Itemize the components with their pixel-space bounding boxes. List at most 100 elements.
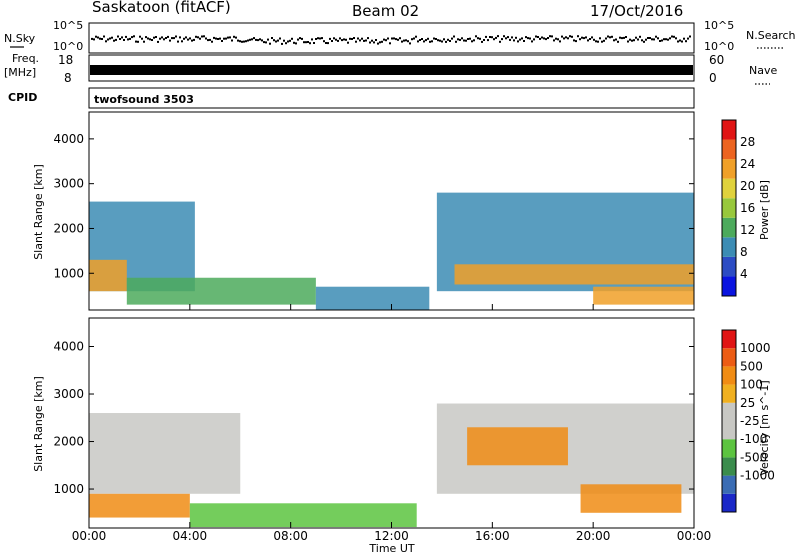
nsky-sample [579, 38, 581, 41]
power-colorbar-tick-label: 16 [740, 201, 755, 215]
nsky-sample [449, 40, 451, 42]
nsky-sample [225, 37, 227, 40]
nsky-sample [245, 40, 247, 43]
nsky-sample [515, 36, 517, 39]
nsky-sample [211, 40, 213, 43]
nsky-frame [88, 22, 695, 54]
velocity-colorbar-swatch [722, 402, 736, 421]
nsky-sample [467, 38, 469, 40]
nsky-sample [265, 41, 267, 44]
nsky-sample [439, 39, 441, 42]
nsky-sample [649, 37, 651, 39]
nsky-sample [145, 36, 147, 39]
nsky-sample [615, 38, 617, 41]
nsky-sample [167, 35, 169, 38]
time-tick-label: 00:00 [677, 529, 712, 543]
velocity-echo-region [189, 503, 417, 528]
nsky-sample [687, 37, 689, 40]
nsky-sample [123, 39, 125, 41]
nsky-sample [187, 38, 189, 41]
nsky-sample [343, 38, 345, 41]
nsky-sample [99, 37, 101, 40]
nsky-sample [417, 40, 419, 43]
nsky-sample [117, 35, 119, 38]
power-colorbar-tick-label: 24 [740, 157, 755, 171]
nsky-sample [453, 35, 455, 38]
nsky-sample [183, 37, 185, 40]
nsky-sample [295, 42, 297, 45]
freq-left-tick-top: 18 [58, 53, 73, 67]
nsky-sample [101, 38, 103, 40]
power-colorbar-tick-label: 4 [740, 267, 748, 281]
nsky-sample [479, 37, 481, 40]
nsky-sample [531, 40, 533, 43]
nsky-sample [161, 36, 163, 39]
nsky-sample [93, 38, 95, 41]
nsky-sample [543, 37, 545, 40]
nsky-sample [383, 38, 385, 41]
nsky-sample [299, 37, 301, 40]
nsky-sample [147, 37, 149, 40]
nsky-sample [221, 40, 223, 42]
nsky-sample [645, 38, 647, 41]
velocity-colorbar: 1000 500 100 25 -25 -100 -500 -1000 [721, 329, 775, 513]
power-echo-region [454, 264, 694, 285]
velocity-y-label: Slant Range [km] [32, 376, 45, 472]
nsky-sample [231, 39, 233, 42]
nsky-sample [611, 35, 613, 38]
nsky-sample [237, 39, 239, 42]
nsky-sample [277, 39, 279, 42]
power-colorbar-swatch [722, 256, 736, 277]
nsky-sample [527, 37, 529, 40]
nsky-sample [603, 39, 605, 42]
nsky-sample [255, 38, 257, 41]
nsky-sample [337, 39, 339, 42]
power-colorbar-tick-label: 12 [740, 223, 755, 237]
nsky-sample [637, 38, 639, 41]
nsky-sample [659, 40, 661, 42]
nsky-sample [661, 39, 663, 42]
nsky-sample [165, 37, 167, 39]
nsky-sample [377, 42, 379, 45]
nsky-sample [143, 40, 145, 43]
nsky-sample [327, 42, 329, 45]
nsky-sample [315, 38, 317, 40]
power-colorbar-tick-label: 8 [740, 245, 748, 259]
nsky-sample [387, 37, 389, 40]
freq-left-tick-bottom: 8 [64, 71, 72, 85]
nsky-sample [575, 40, 577, 43]
nsky-sample [303, 41, 305, 44]
nsky-sample [487, 39, 489, 42]
nsky-sample [379, 41, 381, 44]
nsky-sample [213, 36, 215, 39]
nsky-sample [135, 40, 137, 43]
nsky-sample [127, 38, 129, 41]
nsky-sample [553, 39, 555, 42]
nsky-sample [351, 38, 353, 40]
velocity-echo-region [89, 493, 190, 518]
power-colorbar-swatch [722, 178, 736, 199]
nsky-sample [243, 40, 245, 43]
nsky-sample [251, 38, 253, 41]
nsky-sample [395, 38, 397, 41]
velocity-colorbar-tick-label: 1000 [740, 341, 771, 355]
nsky-sample [519, 38, 521, 41]
nsky-sample [261, 39, 263, 42]
nsky-sample [421, 38, 423, 40]
nsky-sample [155, 36, 157, 38]
nsky-trace [91, 35, 691, 45]
nsky-sample [229, 36, 231, 39]
nsky-sample [431, 40, 433, 43]
time-tick-label: 12:00 [374, 529, 409, 543]
nsky-sample [681, 40, 683, 43]
nsky-sample [257, 39, 259, 42]
nsky-sample [275, 40, 277, 43]
power-y-label: Slant Range [km] [32, 164, 45, 260]
nsky-sample [657, 37, 659, 40]
nsky-sample [311, 38, 313, 41]
nsky-sample [463, 39, 465, 42]
nsky-sample [273, 39, 275, 42]
velocity-colorbar-swatch [722, 475, 736, 494]
nsky-sample [341, 39, 343, 42]
nsky-sample [455, 40, 457, 43]
